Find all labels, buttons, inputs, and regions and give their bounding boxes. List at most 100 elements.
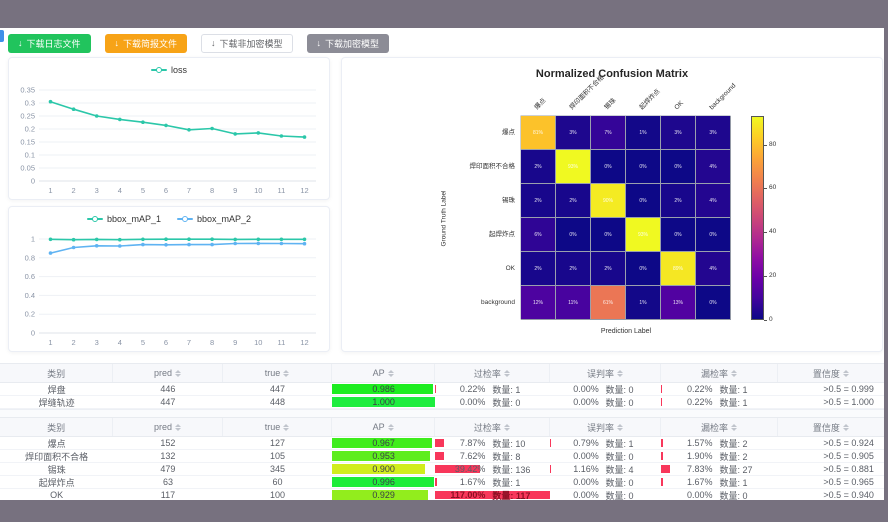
- sort-caret-icon[interactable]: [283, 423, 290, 431]
- legend-item-loss[interactable]: loss: [150, 65, 187, 75]
- confusion-cell: 61%: [591, 286, 625, 319]
- sort-caret-icon[interactable]: [731, 423, 738, 431]
- edge-drawer-handle[interactable]: [0, 30, 4, 42]
- sort-caret-icon[interactable]: [174, 369, 181, 377]
- over-rate-cell: 117.00% 数量: 117: [434, 489, 550, 501]
- miss-rate-cell: 0.22% 数量: 1: [661, 396, 778, 408]
- rate-percent: 0.00%: [573, 477, 599, 487]
- rate-bar: [434, 452, 444, 460]
- download-icon: ↓: [114, 37, 120, 48]
- sort-caret-icon[interactable]: [503, 423, 510, 431]
- toolbar: ↓ 下载日志文件 ↓ 下载简报文件 ↓ 下载非加密模型 ↓ 下载加密模型: [8, 33, 390, 53]
- map-chart-card: bbox_mAP_1 bbox_mAP_2 0 0.2 0.4 0.6 0.8 1 1 2 3 4 5…: [8, 206, 330, 352]
- toolbar-button-1[interactable]: ↓ 下载简报文件: [104, 33, 188, 53]
- confusion-cell: 2%: [591, 252, 625, 285]
- svg-text:0.25: 0.25: [20, 112, 35, 121]
- ap-cell: 1.000: [332, 396, 435, 408]
- category-cell: 爆点: [47, 438, 66, 449]
- true-cell: 60: [272, 477, 283, 487]
- svg-text:0: 0: [31, 329, 35, 338]
- confusion-cell: 1%: [626, 116, 660, 149]
- true-cell: 448: [270, 397, 286, 407]
- toolbar-button-2[interactable]: ↓ 下载非加密模型: [201, 33, 293, 53]
- cm-col-label: OK: [672, 99, 685, 112]
- rate-percent: 1.67%: [686, 477, 713, 487]
- column-header-pred[interactable]: pred: [113, 364, 223, 382]
- over-rate-cell: 0.22% 数量: 1: [434, 383, 550, 395]
- sort-caret-icon[interactable]: [503, 369, 510, 377]
- svg-text:0.2: 0.2: [25, 310, 35, 319]
- colorbar-tick: 20: [769, 272, 777, 280]
- rate-bar: [549, 465, 552, 473]
- sort-caret-icon[interactable]: [387, 369, 394, 377]
- confusion-cell: 0%: [591, 150, 625, 183]
- svg-text:4: 4: [118, 186, 122, 195]
- colorbar-tick: 60: [769, 184, 777, 192]
- svg-text:0.05: 0.05: [20, 164, 35, 173]
- column-header-over[interactable]: 过检率: [435, 364, 550, 382]
- column-header-conf[interactable]: 置信度: [778, 418, 884, 436]
- rate-bar: [434, 385, 436, 393]
- confusion-cell: 0%: [626, 252, 660, 285]
- svg-text:0.8: 0.8: [25, 253, 35, 262]
- sort-caret-icon[interactable]: [616, 369, 623, 377]
- pred-cell: 63: [162, 477, 173, 487]
- category-cell: 焊缝轨迹: [38, 397, 75, 408]
- svg-text:2: 2: [72, 186, 76, 195]
- pred-cell: 132: [160, 451, 176, 461]
- confusion-matrix-ylabel: Ground Truth Label: [440, 189, 448, 247]
- column-header-mis[interactable]: 误判率: [550, 364, 662, 382]
- download-icon: ↓: [211, 37, 216, 48]
- rate-percent: 0.22%: [686, 384, 713, 394]
- rate-count: 数量: 1: [492, 477, 521, 488]
- miss-rate-cell: 0.22% 数量: 1: [661, 383, 778, 395]
- column-header-miss[interactable]: 漏检率: [661, 364, 778, 382]
- svg-text:0.15: 0.15: [20, 138, 35, 147]
- column-header-conf[interactable]: 置信度: [778, 364, 884, 382]
- sort-caret-icon[interactable]: [283, 369, 290, 377]
- rate-percent: 7.83%: [686, 464, 713, 474]
- legend-item-bbox_mAP_2[interactable]: bbox_mAP_2: [177, 214, 251, 224]
- confusion-cell: 93%: [626, 218, 660, 251]
- cm-col-label: 爆点: [532, 97, 547, 112]
- column-header-true[interactable]: true: [223, 364, 333, 382]
- confusion-cell: 4%: [696, 184, 730, 217]
- column-header-ap[interactable]: AP: [332, 364, 435, 382]
- legend-line-icon: [150, 67, 167, 73]
- sort-caret-icon[interactable]: [616, 423, 623, 431]
- ap-value: 0.996: [372, 477, 395, 487]
- column-header-true[interactable]: true: [223, 418, 333, 436]
- toolbar-button-label: 下载日志文件: [26, 38, 81, 49]
- column-header-over[interactable]: 过检率: [435, 418, 550, 436]
- frame-right-band: [884, 0, 888, 522]
- column-header-pred[interactable]: pred: [113, 418, 223, 436]
- legend-item-bbox_mAP_1[interactable]: bbox_mAP_1: [86, 214, 161, 224]
- svg-text:10: 10: [254, 186, 262, 195]
- svg-text:6: 6: [164, 338, 168, 347]
- svg-text:0.2: 0.2: [25, 125, 35, 134]
- rate-count: 数量: 1: [719, 477, 748, 488]
- rate-bar: [661, 478, 664, 486]
- sort-caret-icon[interactable]: [842, 423, 849, 431]
- column-header-miss[interactable]: 漏检率: [661, 418, 778, 436]
- sort-caret-icon[interactable]: [731, 369, 738, 377]
- confusion-cell: 2%: [521, 150, 555, 183]
- toolbar-button-3[interactable]: ↓ 下载加密模型: [306, 33, 390, 53]
- sort-caret-icon[interactable]: [842, 369, 849, 377]
- confidence-cell: >0.5 = 0.924: [823, 438, 874, 448]
- ap-cell: 0.929: [332, 489, 435, 501]
- confusion-cell: 12%: [521, 286, 555, 319]
- confidence-cell: >0.5 = 0.881: [823, 464, 874, 474]
- ap-value: 0.929: [372, 490, 395, 500]
- column-header-mis[interactable]: 误判率: [550, 418, 662, 436]
- miss-rate-cell: 7.83% 数量: 27: [661, 463, 778, 475]
- map-chart-legend: bbox_mAP_1 bbox_mAP_2: [9, 214, 329, 224]
- column-header-ap[interactable]: AP: [332, 418, 435, 436]
- rate-count: 数量: 27: [719, 464, 753, 475]
- sort-caret-icon[interactable]: [387, 423, 394, 431]
- toolbar-button-0[interactable]: ↓ 下载日志文件: [8, 33, 91, 53]
- confusion-cell: 0%: [696, 218, 730, 251]
- ap-cell: 0.996: [332, 476, 435, 488]
- table-row: 焊盘 446 447 0.986 0.22% 数量: 1 0.00% 数量: 0 0.22% 数量…: [0, 383, 884, 396]
- sort-caret-icon[interactable]: [174, 423, 181, 431]
